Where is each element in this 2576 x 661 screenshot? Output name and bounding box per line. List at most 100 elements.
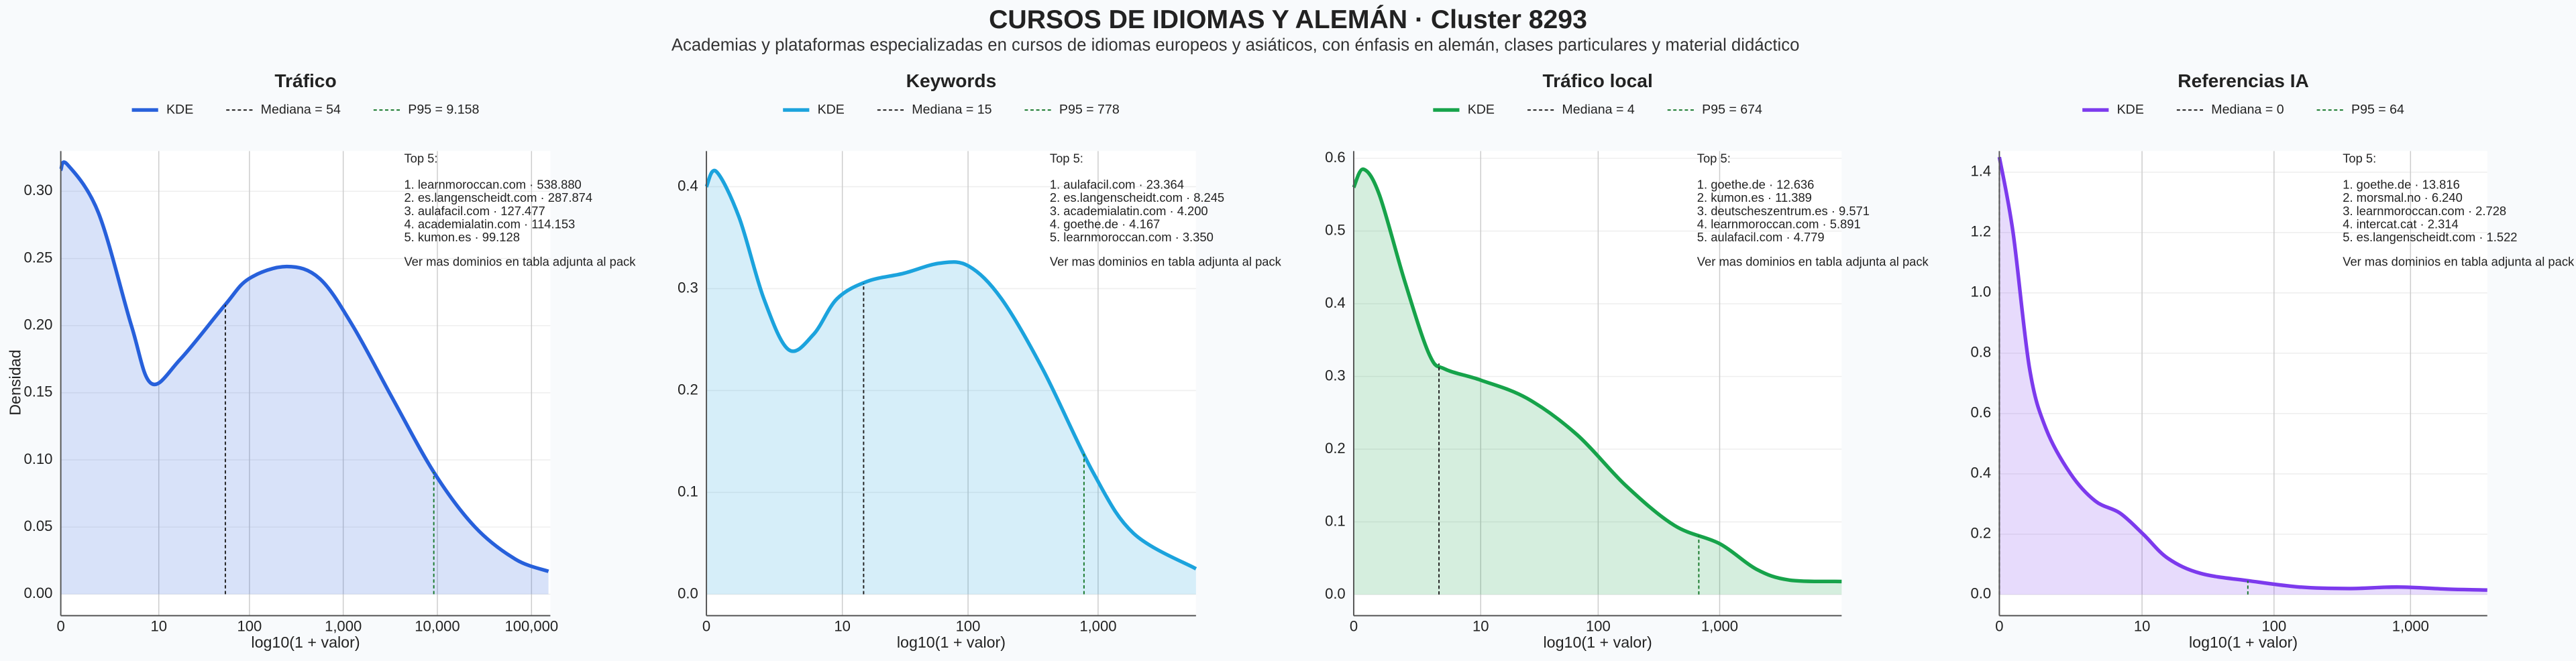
x-tick-label: 1,000 (1079, 617, 1116, 634)
x-tick-label: 1,000 (1701, 617, 1738, 634)
annotation-header: Top 5: (404, 151, 437, 165)
legend-label: P95 = 9.158 (408, 102, 479, 117)
x-tick-label: 0 (702, 617, 710, 634)
x-tick-label: 10,000 (415, 617, 460, 634)
legend-label: Mediana = 15 (912, 102, 991, 117)
annotation-footer: Ver mas dominios en tabla adjunta al pac… (404, 255, 636, 269)
x-tick-label: 100,000 (505, 617, 559, 634)
x-tick-label: 10 (2134, 617, 2151, 634)
x-tick-label: 10 (150, 617, 167, 634)
chart-title: Referencias IA (2178, 70, 2309, 91)
x-tick-label: 100 (956, 617, 981, 634)
x-tick-label: 100 (237, 617, 262, 634)
chart-title: Tráfico (274, 70, 336, 91)
y-tick-label: 1.0 (1971, 284, 1992, 300)
annotation-item: 2. morsmal.no · 6.240 (2343, 190, 2463, 204)
y-tick-label: 0.4 (1325, 294, 1346, 311)
legend-label: KDE (2117, 102, 2144, 117)
legend-label: KDE (1468, 102, 1495, 117)
y-tick-label: 0.15 (23, 383, 52, 400)
annotation-item: 1. learnmoroccan.com · 538.880 (404, 178, 581, 192)
plot-area (706, 151, 1196, 616)
y-tick-label: 0.30 (23, 182, 52, 198)
legend: KDE Mediana = 4 P95 = 674 (1433, 102, 1762, 117)
annotation-header: Top 5: (2343, 151, 2376, 165)
annotation-item: 4. intercat.cat · 2.314 (2343, 217, 2458, 231)
x-tick-label: 100 (1586, 617, 1611, 634)
x-axis-label: log10(1 + valor) (2189, 634, 2298, 651)
y-tick-label: 0.2 (1325, 440, 1346, 457)
y-tick-label: 0.4 (1971, 465, 1992, 481)
annotation-item: 5. es.langenscheidt.com · 1.522 (2343, 230, 2517, 244)
x-axis-label: log10(1 + valor) (251, 634, 360, 651)
page-subtitle: Academias y plataformas especializadas e… (672, 36, 1800, 54)
kde-area (60, 162, 549, 595)
annotation-footer: Ver mas dominios en tabla adjunta al pac… (1697, 255, 1929, 269)
chart-title: Keywords (906, 70, 997, 91)
annotation-item: 4. academialatin.com · 114.153 (404, 217, 575, 231)
legend-label: P95 = 674 (1702, 102, 1762, 117)
y-tick-label: 0.1 (678, 483, 698, 499)
y-tick-label: 0.0 (678, 585, 698, 601)
plot-area (1999, 151, 2487, 616)
legend-label: P95 = 64 (2351, 102, 2404, 117)
annotation-item: 5. aulafacil.com · 4.779 (1697, 230, 1825, 244)
annotation-item: 1. aulafacil.com · 23.364 (1050, 178, 1184, 192)
legend-label: Mediana = 4 (1562, 102, 1634, 117)
y-tick-label: 0.6 (1325, 149, 1346, 166)
y-tick-label: 0.05 (23, 518, 52, 534)
y-tick-label: 0.6 (1971, 404, 1992, 421)
annotation-header: Top 5: (1697, 151, 1731, 165)
annotation-item: 5. kumon.es · 99.128 (404, 230, 519, 244)
x-axis-label: log10(1 + valor) (1544, 634, 1652, 651)
chart-panel: 0.0 0.1 0.2 0.3 0.4 0 10 100 1,000 Keywords log10(… (678, 70, 1281, 651)
annotation-item: 2. es.langenscheidt.com · 287.874 (404, 190, 592, 204)
x-tick-label: 100 (2261, 617, 2286, 634)
x-tick-label: 10 (834, 617, 851, 634)
annotation-header: Top 5: (1050, 151, 1083, 165)
kde-area (1999, 157, 2487, 595)
y-tick-label: 0.2 (1971, 525, 1992, 542)
kde-line (1352, 167, 1842, 584)
chart-panel: 0.0 0.1 0.2 0.3 0.4 0.5 0.6 0 10 100 1,000 Tráfico … (1325, 70, 1929, 651)
y-tick-label: 0.0 (1325, 585, 1346, 602)
annotation-item: 1. goethe.de · 13.816 (2343, 178, 2460, 192)
y-tick-label: 0.1 (1325, 512, 1346, 529)
legend-label: P95 = 778 (1059, 102, 1120, 117)
annotation-item: 3. academialatin.com · 4.200 (1050, 204, 1208, 218)
y-tick-label: 0.20 (23, 316, 52, 333)
kde-line (59, 160, 549, 573)
chart-panel: 0.0 0.2 0.4 0.6 0.8 1.0 1.2 1.4 0 10 100 1,000 Refer… (1971, 70, 2575, 651)
annotation-footer: Ver mas dominios en tabla adjunta al pac… (2343, 255, 2575, 269)
page-title: CURSOS DE IDIOMAS Y ALEMÁN · Cluster 829… (989, 5, 1587, 34)
annotation-item: 1. goethe.de · 12.636 (1697, 178, 1815, 192)
y-axis-label: Densidad (7, 350, 24, 416)
legend-label: Mediana = 54 (261, 102, 341, 117)
annotation-item: 3. deutscheszentrum.es · 9.571 (1697, 204, 1870, 218)
x-tick-label: 10 (1472, 617, 1489, 634)
annotation-item: 4. goethe.de · 4.167 (1050, 217, 1160, 231)
y-tick-label: 0.00 (23, 585, 52, 601)
y-tick-label: 0.5 (1325, 221, 1346, 238)
x-axis-label: log10(1 + valor) (897, 634, 1006, 651)
chart-panel: 0.00 0.05 0.10 0.15 0.20 0.25 0.30 0 10 100 1,000 1… (7, 70, 637, 651)
chart-title: Tráfico local (1542, 70, 1652, 91)
y-tick-label: 0.0 (1971, 585, 1992, 602)
annotation-item: 3. learnmoroccan.com · 2.728 (2343, 204, 2506, 218)
legend: KDE Mediana = 54 P95 = 9.158 (131, 102, 480, 117)
y-tick-label: 0.3 (1325, 367, 1346, 383)
kde-line (704, 168, 1197, 570)
legend: KDE Mediana = 15 P95 = 778 (783, 102, 1120, 117)
legend-label: Mediana = 0 (2211, 102, 2284, 117)
annotation-item: 2. kumon.es · 11.389 (1697, 190, 1812, 204)
annotation-footer: Ver mas dominios en tabla adjunta al pac… (1050, 255, 1282, 269)
y-tick-label: 1.4 (1971, 163, 1992, 180)
legend: KDE Mediana = 0 P95 = 64 (2082, 102, 2404, 117)
legend-label: KDE (166, 102, 193, 117)
y-tick-label: 1.2 (1971, 223, 1992, 240)
y-tick-label: 0.4 (678, 177, 698, 194)
y-tick-label: 0.3 (678, 279, 698, 296)
annotation-item: 3. aulafacil.com · 127.477 (404, 204, 545, 218)
